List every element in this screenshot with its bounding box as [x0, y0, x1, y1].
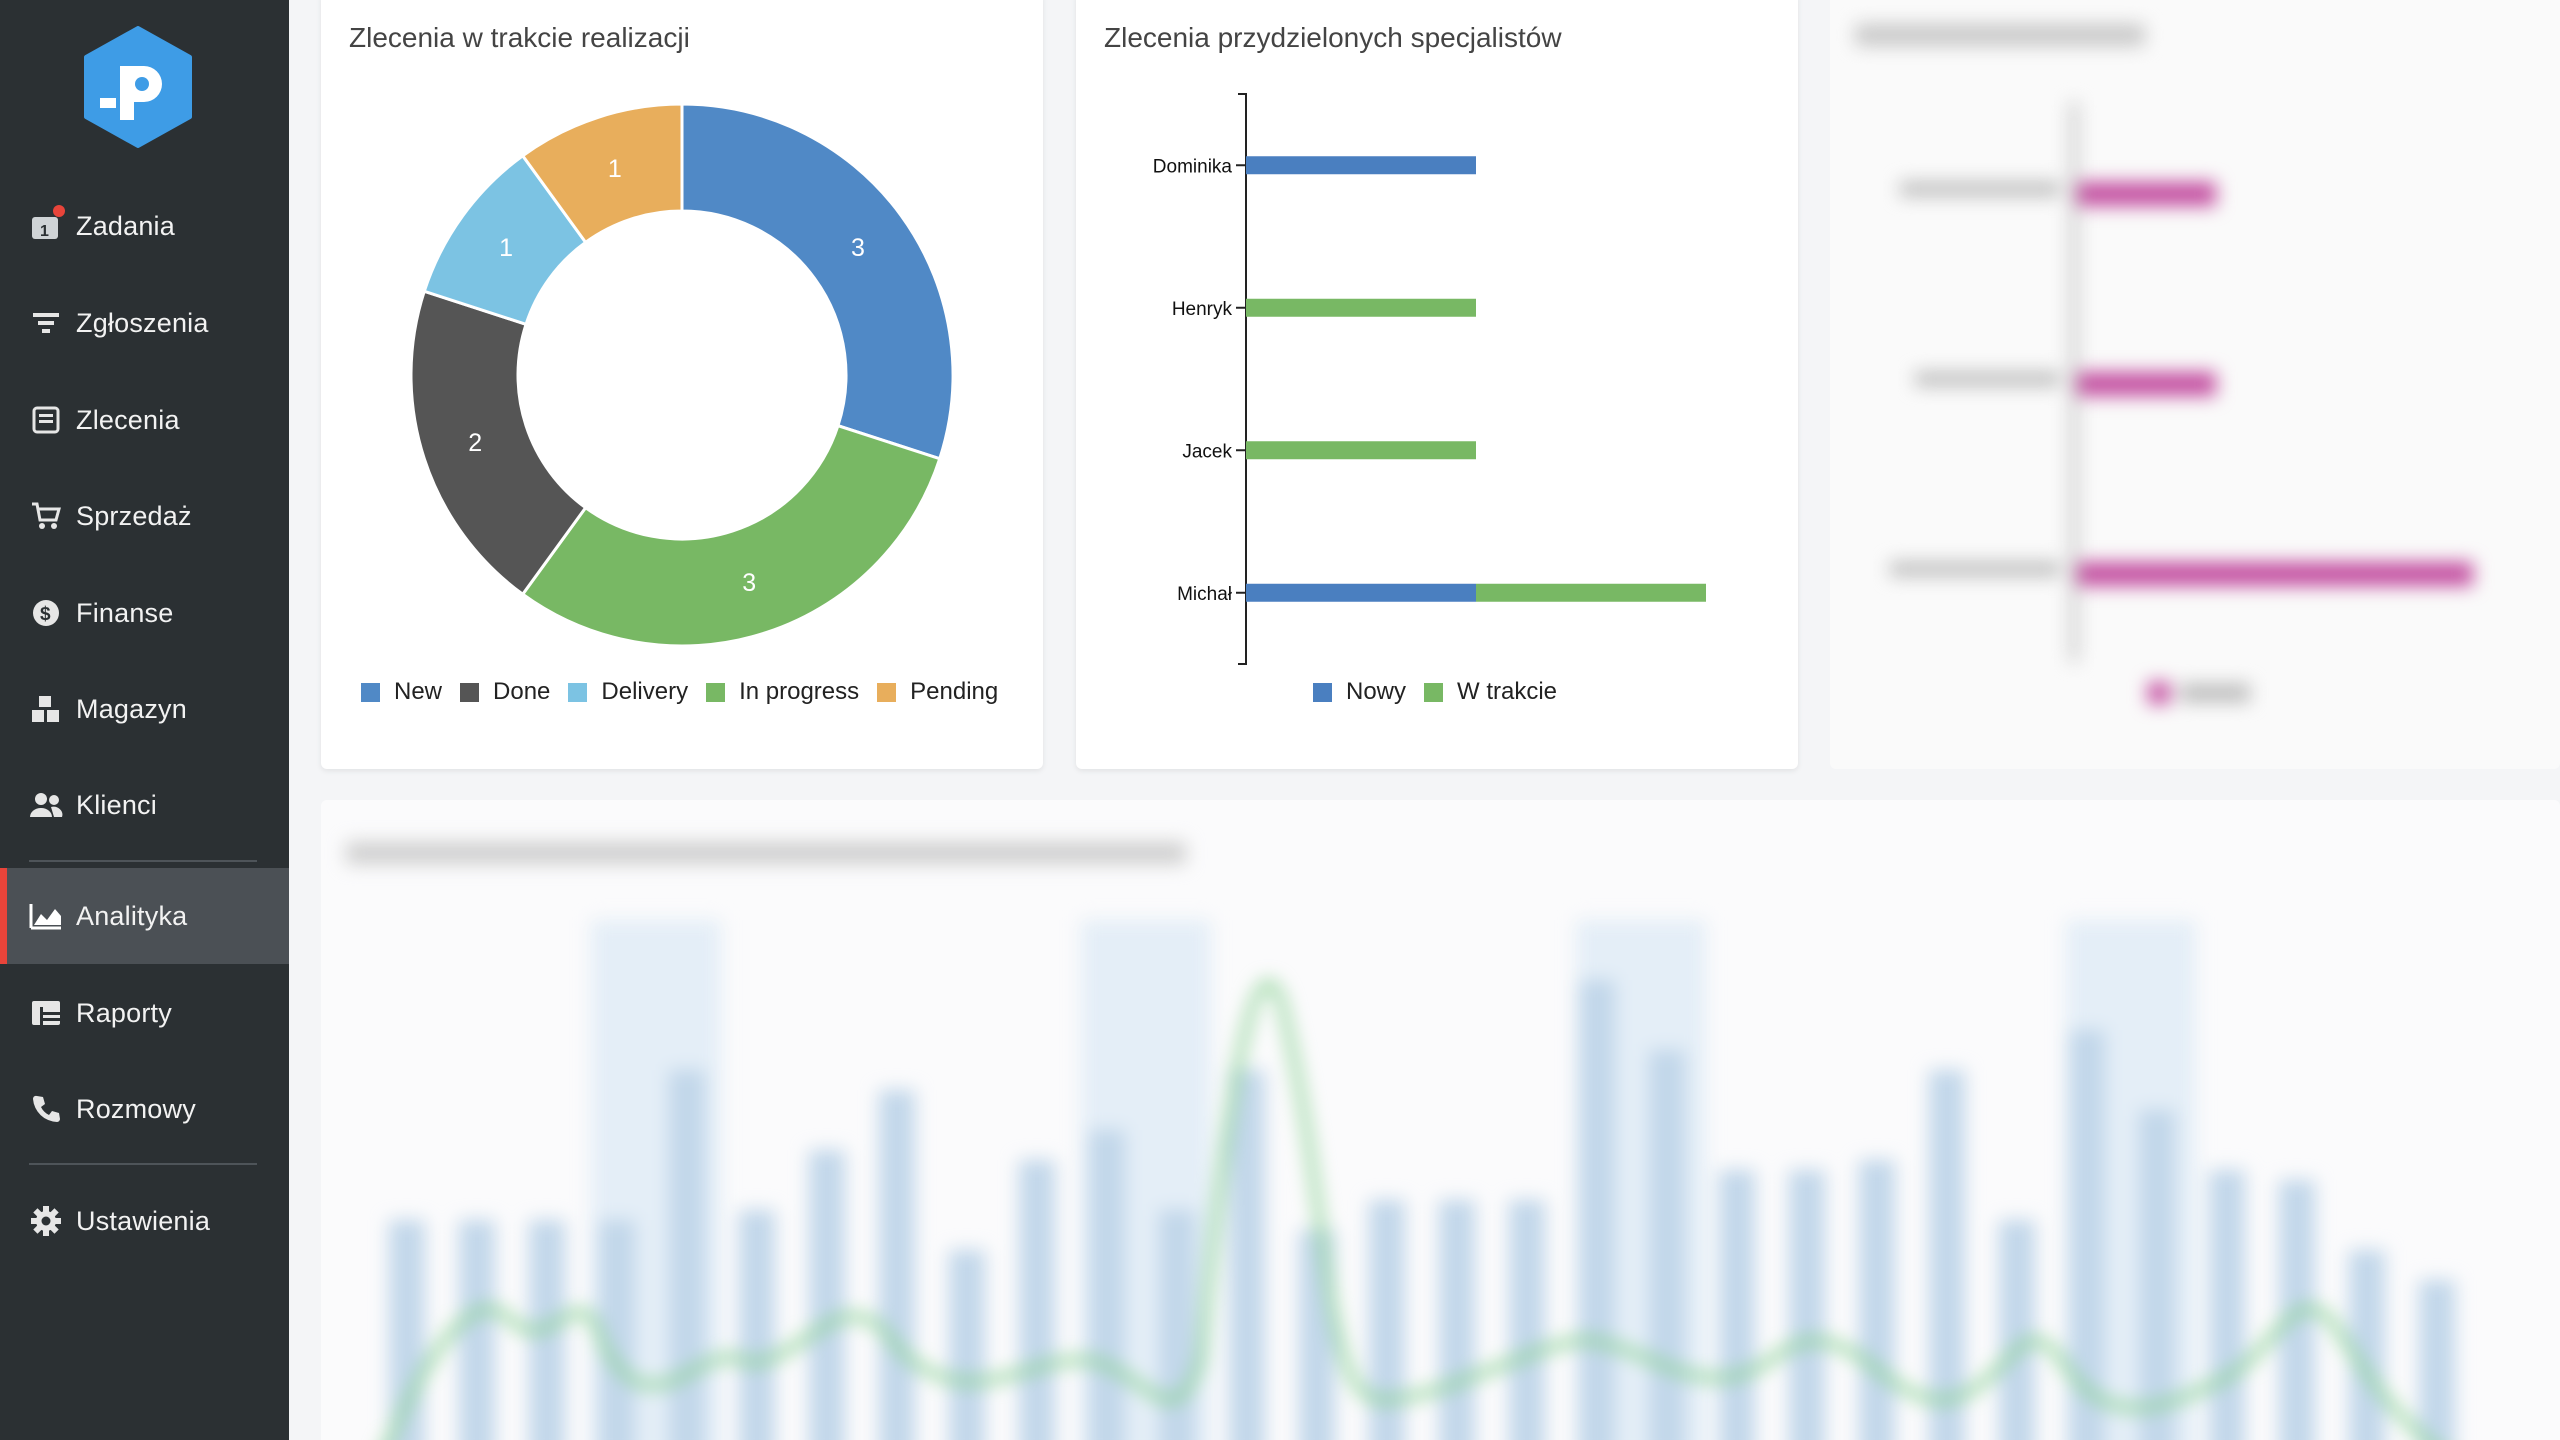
specialists-bar-card: Zlecenia przydzielonych specjalistów Dom… [1076, 0, 1798, 769]
y-tick-label: Henryk [1172, 299, 1233, 320]
donut-slice-label: 1 [499, 234, 513, 262]
sidebar-item-label: Rozmowy [76, 1093, 196, 1124]
sidebar-item-finanse[interactable]: $ Finanse [0, 565, 289, 661]
bar-w-trakcie[interactable] [1246, 298, 1476, 317]
donut-chart: 3 3 2 1 1 [409, 102, 955, 648]
card-title: Zlecenia w trakcie realizacji [349, 22, 690, 53]
clipboard-icon [29, 403, 63, 437]
sidebar-item-analityka[interactable]: Analityka [0, 868, 289, 964]
donut-slice-label: 3 [851, 234, 865, 262]
sidebar-item-label: Analityka [76, 900, 188, 931]
y-axis [1238, 93, 1247, 665]
svg-text:1: 1 [40, 223, 49, 240]
sidebar-item-label: Klienci [76, 789, 157, 820]
bar-nowy[interactable] [1246, 156, 1476, 175]
sidebar-item-label: Raporty [76, 997, 172, 1028]
chart-area-icon [29, 899, 63, 933]
table-icon [29, 996, 63, 1030]
donut-slice-label: 1 [608, 155, 622, 183]
card-title: Zlecenia przydzielonych specjalistów [1104, 22, 1562, 53]
legend-item-new[interactable]: New [361, 678, 442, 706]
sidebar-item-label: Ustawienia [76, 1205, 211, 1236]
sidebar-item-label: Zadania [76, 210, 175, 241]
sidebar-divider [29, 860, 257, 862]
svg-text:$: $ [40, 604, 51, 625]
gear-icon [29, 1204, 63, 1238]
legend-item-in-progress[interactable]: In progress [706, 678, 859, 706]
dollar-icon: $ [29, 596, 63, 630]
sidebar-item-sprzedaz[interactable]: Sprzedaż [0, 468, 289, 564]
blurred-combo-chart [321, 800, 2560, 1440]
specialists-bar-chart: Dominika Henryk Jacek Michał [1153, 93, 1706, 665]
sidebar-item-zgloszenia[interactable]: Zgłoszenia [0, 275, 289, 371]
blurred-bar-chart [1830, 0, 2560, 769]
blurred-combo-chart-card [321, 800, 2560, 1440]
sidebar-item-rozmowy[interactable]: Rozmowy [0, 1061, 289, 1157]
sidebar-item-klienci[interactable]: Klienci [0, 757, 289, 853]
blurred-chart-card [1830, 0, 2560, 769]
sidebar-item-zadania[interactable]: 1 Zadania [0, 178, 289, 274]
task-badge-icon: 1 [29, 205, 65, 243]
bar-w-trakcie[interactable] [1246, 441, 1476, 460]
y-tick-label: Michał [1177, 584, 1233, 605]
cart-icon [29, 499, 63, 533]
sidebar-item-magazyn[interactable]: Magazyn [0, 661, 289, 757]
legend-item-done[interactable]: Done [460, 678, 550, 706]
y-tick-label: Jacek [1182, 441, 1232, 462]
phone-icon [29, 1092, 63, 1126]
donut-slice-label: 2 [468, 429, 482, 457]
donut-legend: New Done Delivery In progress Pending [361, 678, 1016, 706]
filter-icon [29, 306, 63, 340]
sidebar-item-label: Zgłoszenia [76, 307, 209, 338]
donut-slice-in-progress[interactable] [520, 423, 942, 648]
sidebar-item-zlecenia[interactable]: Zlecenia [0, 372, 289, 468]
sidebar-item-label: Zlecenia [76, 404, 180, 435]
donut-slice-new[interactable] [680, 102, 955, 461]
donut-slice-done[interactable] [409, 289, 588, 597]
bar-nowy[interactable] [1246, 583, 1476, 602]
bar-legend: Nowy W trakcie [1313, 678, 1575, 706]
donut-chart-card: Zlecenia w trakcie realizacji 3 3 2 1 1 New … [321, 0, 1043, 769]
donut-slice-label: 3 [742, 569, 756, 597]
boxes-icon [29, 692, 63, 726]
sidebar-item-label: Finanse [76, 597, 174, 628]
sidebar-item-ustawienia[interactable]: Ustawienia [0, 1173, 289, 1269]
sidebar: 1 Zadania Zgłoszenia Zlecenia Sprzedaż $… [0, 0, 289, 1440]
legend-item-pending[interactable]: Pending [877, 678, 998, 706]
sidebar-divider [29, 1163, 257, 1165]
legend-item-w-trakcie[interactable]: W trakcie [1424, 678, 1557, 706]
main-content: Zlecenia w trakcie realizacji 3 3 2 1 1 New … [289, 0, 2560, 1440]
app-logo[interactable] [82, 26, 194, 148]
sidebar-item-label: Sprzedaż [76, 500, 192, 531]
legend-item-delivery[interactable]: Delivery [568, 678, 688, 706]
bar-w-trakcie[interactable] [1476, 583, 1706, 602]
legend-item-nowy[interactable]: Nowy [1313, 678, 1406, 706]
sidebar-item-label: Magazyn [76, 693, 187, 724]
users-icon [29, 788, 63, 822]
y-tick-label: Dominika [1153, 156, 1233, 177]
notification-dot [53, 205, 65, 217]
donut-slice-pending[interactable] [520, 102, 684, 245]
sidebar-item-raporty[interactable]: Raporty [0, 965, 289, 1061]
